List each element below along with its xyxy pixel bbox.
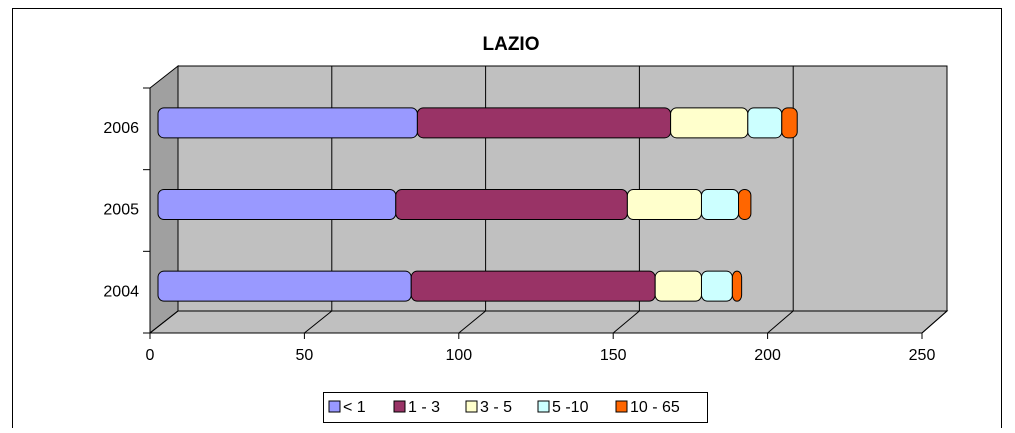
legend-label: < 1	[343, 399, 366, 416]
bar	[157, 107, 418, 139]
y-tick-label: 2006	[103, 120, 139, 137]
bar	[700, 189, 740, 220]
bar	[416, 107, 672, 139]
bar	[670, 107, 749, 139]
legend-swatch	[328, 400, 341, 413]
x-tick-label: 250	[909, 347, 936, 364]
bar	[731, 270, 743, 302]
bar	[410, 270, 656, 302]
floor-line	[458, 310, 486, 334]
bar	[654, 270, 702, 302]
legend-swatch	[537, 400, 550, 413]
bar	[781, 107, 798, 139]
x-tick-label: 100	[445, 347, 472, 364]
bar	[738, 189, 752, 220]
floor-line	[149, 310, 179, 334]
legend-label: 3 - 5	[480, 399, 512, 416]
y-tick-label: 2004	[103, 283, 139, 300]
bar	[700, 270, 733, 302]
floor-line	[612, 310, 640, 334]
floor-line	[921, 310, 948, 334]
legend-swatch	[393, 400, 406, 413]
legend-label: 10 - 65	[630, 399, 680, 416]
floor-line	[767, 310, 794, 334]
bar	[626, 189, 702, 220]
x-tick-label: 0	[146, 347, 155, 364]
bar	[747, 107, 783, 139]
x-tick-label: 200	[754, 347, 781, 364]
bar	[157, 189, 397, 220]
bar	[157, 270, 412, 302]
chart-title: LAZIO	[483, 34, 540, 55]
legend-label: 5 -10	[552, 399, 589, 416]
y-tick-label: 2005	[103, 202, 139, 219]
legend-label: 1 - 3	[408, 399, 440, 416]
x-tick-label: 150	[600, 347, 627, 364]
floor-line	[304, 310, 333, 334]
bar	[395, 189, 628, 220]
legend-swatch	[615, 400, 628, 413]
legend-swatch	[465, 400, 478, 413]
x-tick-label: 50	[296, 347, 314, 364]
legend	[323, 392, 708, 423]
floor	[148, 310, 949, 334]
